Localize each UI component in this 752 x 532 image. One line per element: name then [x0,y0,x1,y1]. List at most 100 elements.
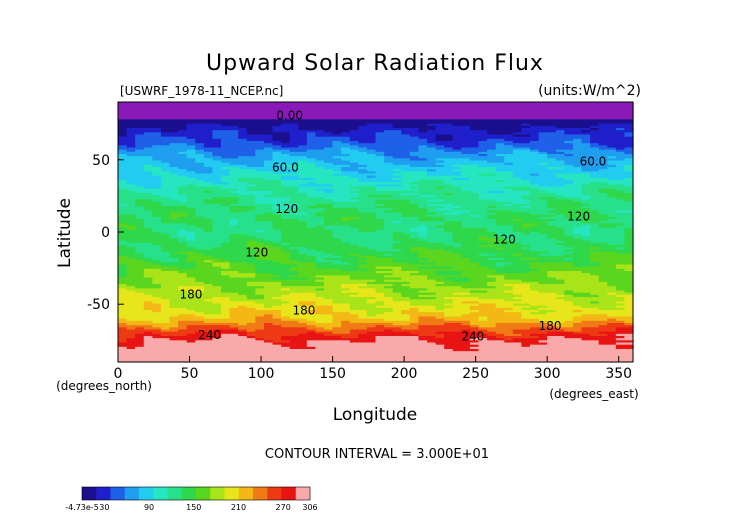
heatmap-cell [315,212,325,216]
heatmap-cell [452,268,462,272]
heatmap-cell [401,141,411,144]
heatmap-cell [349,160,359,164]
heatmap-cell [152,271,162,274]
heatmap-cell [358,223,368,227]
heatmap-cell [375,216,385,220]
heatmap-cell [126,138,136,142]
heatmap-cell [126,169,136,172]
heatmap-cell [315,177,325,181]
heatmap-cell [538,154,548,157]
heatmap-cell [547,134,557,138]
heatmap-cell [118,141,128,144]
heatmap-cell [504,134,514,138]
heatmap-cell [435,141,445,144]
heatmap-cell [555,247,565,250]
heatmap-cell [598,193,608,196]
heatmap-cell [229,147,239,151]
heatmap-cell [409,266,420,270]
heatmap-cell [555,149,565,153]
heatmap-cell [143,214,153,218]
heatmap-cell [512,162,523,166]
heatmap-cell [418,143,428,146]
heatmap-cell [581,136,591,140]
heatmap-cell [624,123,634,127]
heatmap-cell [135,123,145,127]
heatmap-cell [349,134,359,138]
heatmap-cell [572,180,583,183]
heatmap-cell [409,236,420,240]
heatmap-cell [427,134,437,138]
heatmap-cell [392,167,402,170]
heatmap-cell [555,258,565,261]
heatmap-cell [160,169,171,172]
heatmap-cell [590,277,600,281]
heatmap-cell [349,119,359,123]
heatmap-cell [366,138,377,142]
heatmap-cell [143,255,153,259]
heatmap-cell [324,180,334,183]
heatmap-cell [169,260,179,263]
heatmap-cell [255,262,265,266]
heatmap-cell [435,277,445,281]
heatmap-cell [461,245,471,248]
heatmap-cell [160,171,171,175]
heatmap-cell [358,134,368,138]
heatmap-cell [366,134,377,138]
heatmap-cell [186,214,196,218]
heatmap-cell [504,214,514,218]
heatmap-cell [341,182,351,185]
heatmap-cell [152,232,162,235]
heatmap-cell [332,251,342,255]
heatmap-cell [392,279,402,283]
heatmap-cell [255,132,265,136]
heatmap-cell [392,227,402,231]
heatmap-cell [358,225,368,229]
heatmap-cell [547,162,557,166]
heatmap-cell [246,208,256,211]
heatmap-cell [315,253,325,257]
heatmap-cell [418,147,428,151]
heatmap-cell [306,190,317,194]
heatmap-cell [306,141,317,144]
heatmap-cell [392,264,402,268]
heatmap-cell [221,214,231,218]
heatmap-cell [504,141,514,144]
heatmap-cell [590,167,600,170]
heatmap-cell [401,242,411,246]
heatmap-cell [572,145,583,149]
heatmap-cell [195,266,205,270]
heatmap-cell [461,236,471,240]
heatmap-cell [195,229,205,233]
heatmap-cell [255,247,265,250]
heatmap-cell [324,136,334,140]
heatmap-cell [324,264,334,268]
heatmap-cell [126,216,136,220]
heatmap-cell [126,212,136,216]
heatmap-cell [178,190,188,194]
heatmap-cell [135,186,145,190]
heatmap-cell [530,123,540,127]
heatmap-cell [229,264,239,268]
heatmap-cell [169,255,179,259]
heatmap-cell [572,193,583,196]
heatmap-cell [160,212,171,216]
heatmap-cell [221,201,231,205]
heatmap-cell [281,214,291,218]
heatmap-cell [495,203,505,207]
heatmap-cell [504,173,514,177]
heatmap-cell [238,136,248,140]
heatmap-cell [572,125,583,129]
heatmap-cell [118,173,128,177]
heatmap-cell [238,175,248,179]
heatmap-cell [324,186,334,190]
heatmap-cell [598,188,608,192]
heatmap-cell [512,214,523,218]
heatmap-cell [461,271,471,274]
heatmap-cell [384,169,394,172]
heatmap-cell [289,214,299,218]
heatmap-cell [238,275,248,279]
heatmap-cell [238,271,248,274]
heatmap-cell [324,188,334,192]
heatmap-cell [581,169,591,172]
heatmap-cell [135,167,145,170]
